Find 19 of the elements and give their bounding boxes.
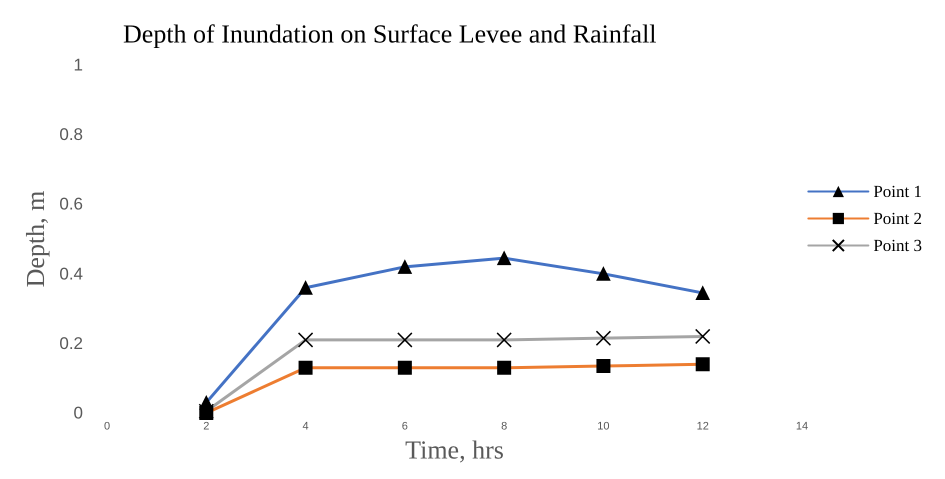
y-axis-title: Depth, m [20,190,50,288]
y-tick-label: 1 [74,56,83,74]
x-tick-label: 6 [402,420,408,432]
legend-label: Point 2 [873,209,922,228]
y-tick-label: 0.4 [59,264,83,284]
x-tick-label: 0 [104,420,110,432]
x-tick-label: 2 [203,420,210,432]
y-tick-label: 0.8 [59,125,83,144]
x-tick-label: 10 [597,420,610,432]
x-tick-label: 12 [696,420,709,432]
y-tick-label: 0.2 [59,334,83,353]
y-tick-label: 0.6 [59,194,83,214]
x-axis-title: Time, hrs [405,435,504,464]
x-tick-label: 14 [796,420,808,432]
legend-label: Point 1 [873,182,922,201]
x-tick-label: 8 [501,420,508,432]
legend-label: Point 3 [873,236,922,255]
x-tick-label: 4 [302,420,309,432]
chart-title: Depth of Inundation on Surface Levee and Rainfall [123,20,657,48]
